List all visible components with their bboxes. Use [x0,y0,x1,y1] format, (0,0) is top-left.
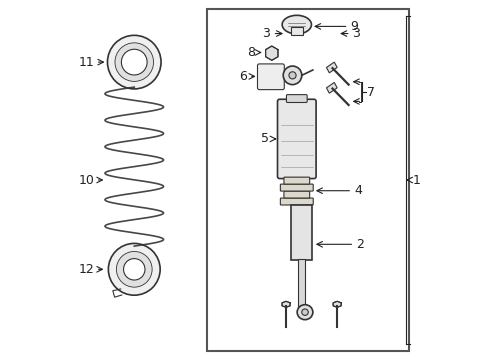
Text: 12: 12 [78,263,94,276]
Ellipse shape [108,243,160,295]
Text: 11: 11 [78,55,94,69]
Text: 5: 5 [261,132,270,145]
Text: 10: 10 [78,174,94,186]
Text: 1: 1 [412,174,420,186]
Text: 3: 3 [352,27,360,40]
Text: 9: 9 [350,20,358,33]
FancyBboxPatch shape [284,191,310,198]
Ellipse shape [282,15,312,34]
Bar [207,9,409,351]
Circle shape [289,72,296,79]
FancyBboxPatch shape [258,64,284,90]
Polygon shape [282,301,290,307]
Text: 7: 7 [367,86,375,99]
Bar [291,27,302,35]
Text: 8: 8 [246,46,255,59]
Text: 3: 3 [262,27,270,40]
Ellipse shape [117,251,152,287]
Circle shape [283,66,302,85]
Bar [291,205,312,260]
Ellipse shape [107,35,161,89]
Ellipse shape [123,258,145,280]
Ellipse shape [122,49,147,75]
Text: 4: 4 [354,184,362,197]
Polygon shape [326,62,337,73]
FancyBboxPatch shape [287,95,307,103]
Polygon shape [333,301,341,307]
Ellipse shape [297,305,313,320]
FancyBboxPatch shape [280,198,313,205]
FancyBboxPatch shape [277,99,316,179]
Ellipse shape [302,309,308,315]
Polygon shape [266,46,278,60]
Text: 6: 6 [239,70,247,83]
FancyBboxPatch shape [284,177,310,184]
Ellipse shape [115,43,153,81]
Bar [298,259,305,312]
FancyBboxPatch shape [280,184,313,191]
Polygon shape [326,82,337,93]
Text: 2: 2 [356,238,364,251]
